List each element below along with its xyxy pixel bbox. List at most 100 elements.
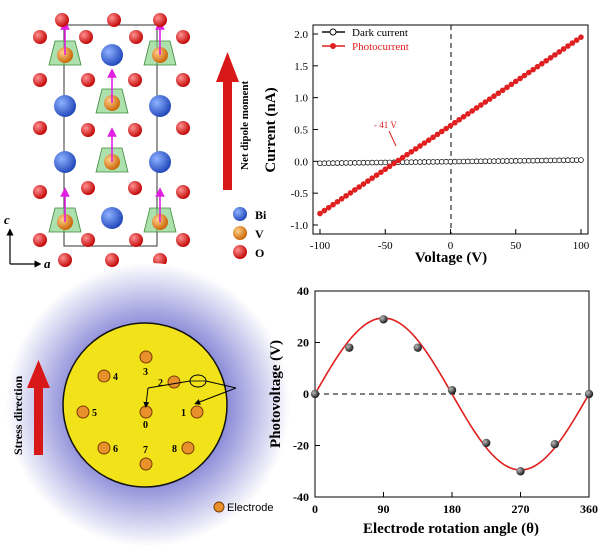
photocurrent-point xyxy=(369,175,376,181)
measurement-circuit xyxy=(143,374,237,408)
iv-xtick-label: -100 xyxy=(310,240,331,252)
pv-ytick-label: -20 xyxy=(293,439,309,453)
photocurrent-point xyxy=(347,190,354,196)
photocurrent-point xyxy=(543,57,549,64)
photocurrent-point xyxy=(443,125,449,132)
electrode-label-1: 1 xyxy=(181,408,186,419)
iv-ytick-label: 2.0 xyxy=(294,29,308,41)
o-atom xyxy=(33,30,47,44)
photocurrent-point xyxy=(399,154,406,161)
photocurrent-point xyxy=(491,93,497,99)
axis-a-label: a xyxy=(44,256,51,271)
pv-ytick-label: 0 xyxy=(303,387,309,401)
iv-xtick-label: 50 xyxy=(510,240,522,252)
iv-ylabel: Current (nA) xyxy=(263,87,279,172)
iv-chart: -100 -50 0 50 100 -1.0 -0.5 0.0 0.5 1.0 1.5 2.0 Vol… xyxy=(263,24,590,266)
pv-xtick-label: 180 xyxy=(443,502,461,516)
o-atom xyxy=(58,253,72,267)
electrode-label-5: 5 xyxy=(92,408,97,419)
iv-ytick-label: 1.5 xyxy=(294,61,308,73)
electrode-3 xyxy=(139,350,153,364)
photocurrent-point xyxy=(504,84,510,91)
legend-v: V xyxy=(255,227,264,241)
photocurrent-point xyxy=(365,178,371,184)
electrode-legend-label: Electrode xyxy=(227,502,273,514)
bi-atom xyxy=(54,95,76,117)
photocurrent-point xyxy=(460,114,467,120)
o-atom xyxy=(33,121,47,135)
iv-ytick-label: 0.0 xyxy=(294,156,308,168)
photocurrent-point xyxy=(330,201,336,208)
photocurrent-marker xyxy=(330,43,336,49)
photocurrent-point xyxy=(343,193,349,199)
legend-o: O xyxy=(255,246,264,260)
o-atom xyxy=(176,73,190,87)
o-atom xyxy=(107,13,121,27)
photocurrent-point xyxy=(539,60,545,67)
stress-label: Stress direction xyxy=(11,375,25,455)
o-atom xyxy=(81,123,95,137)
photocurrent-point xyxy=(508,81,515,88)
photocurrent-point xyxy=(530,66,536,73)
o-atom xyxy=(128,181,142,195)
photocurrent-point xyxy=(325,204,332,211)
o-atom xyxy=(33,73,47,87)
photocurrent-point xyxy=(421,140,428,146)
photocurrent-point xyxy=(495,90,502,97)
iv-ytick-label: 0.5 xyxy=(294,125,308,137)
pv-data-point xyxy=(379,315,388,324)
photocurrent-point xyxy=(486,96,493,102)
pv-data-point xyxy=(310,389,320,399)
electrode-1 xyxy=(190,405,204,419)
o-atom xyxy=(105,253,119,267)
pv-data-point xyxy=(345,343,354,352)
photocurrent-point xyxy=(469,108,476,114)
pv-xtick-label: 90 xyxy=(378,502,390,516)
photocurrent-point xyxy=(378,169,384,176)
photocurrent-point xyxy=(547,55,554,61)
o-atom xyxy=(176,121,190,135)
o-legend-icon xyxy=(233,245,247,259)
bi-atom xyxy=(101,44,123,66)
photocurrent-point xyxy=(356,184,362,190)
photocurrent-point xyxy=(404,151,410,158)
photocurrent-point xyxy=(556,49,563,55)
photocurrent-point xyxy=(521,72,528,79)
iv-annotation-pointer xyxy=(388,130,397,147)
bi-atom xyxy=(54,151,76,173)
legend-photocurrent: Photocurrent xyxy=(352,41,409,53)
electrode-7 xyxy=(139,457,153,471)
iv-xlabel: Voltage (V) xyxy=(415,250,487,266)
iv-ytick-label: -1.0 xyxy=(291,220,309,232)
photocurrent-point xyxy=(569,40,576,46)
pv-data-point xyxy=(447,385,457,395)
stress-arrow xyxy=(27,360,50,455)
pv-xlabel: Electrode rotation angle (θ) xyxy=(363,521,539,537)
photocurrent-point xyxy=(412,146,419,152)
photocurrent-point xyxy=(552,52,558,58)
photocurrent-point xyxy=(534,63,541,70)
photocurrent-point xyxy=(417,143,423,149)
dark-current-marker xyxy=(329,28,337,36)
o-atom xyxy=(129,30,143,44)
o-atom xyxy=(176,30,190,44)
pv-xtick-label: 270 xyxy=(512,502,530,516)
o-atom xyxy=(129,233,143,247)
electrode-label-8: 8 xyxy=(172,444,177,455)
electrode-label-0: 0 xyxy=(143,420,148,431)
legend-bi: Bi xyxy=(255,208,267,222)
photocurrent-point xyxy=(360,181,367,187)
iv-xtick-label: 0 xyxy=(448,240,454,252)
photocurrent-point xyxy=(334,198,341,205)
photocurrent-point xyxy=(525,69,532,76)
o-atom xyxy=(128,123,142,137)
bi-atom xyxy=(149,95,171,117)
photocurrent-point xyxy=(373,172,380,178)
photocurrent-point xyxy=(425,137,432,143)
photocurrent-point xyxy=(338,195,345,202)
electrode-5 xyxy=(76,405,90,419)
o-atom xyxy=(176,233,190,247)
o-atom xyxy=(81,233,95,247)
axis-indicator: c a xyxy=(4,212,51,271)
